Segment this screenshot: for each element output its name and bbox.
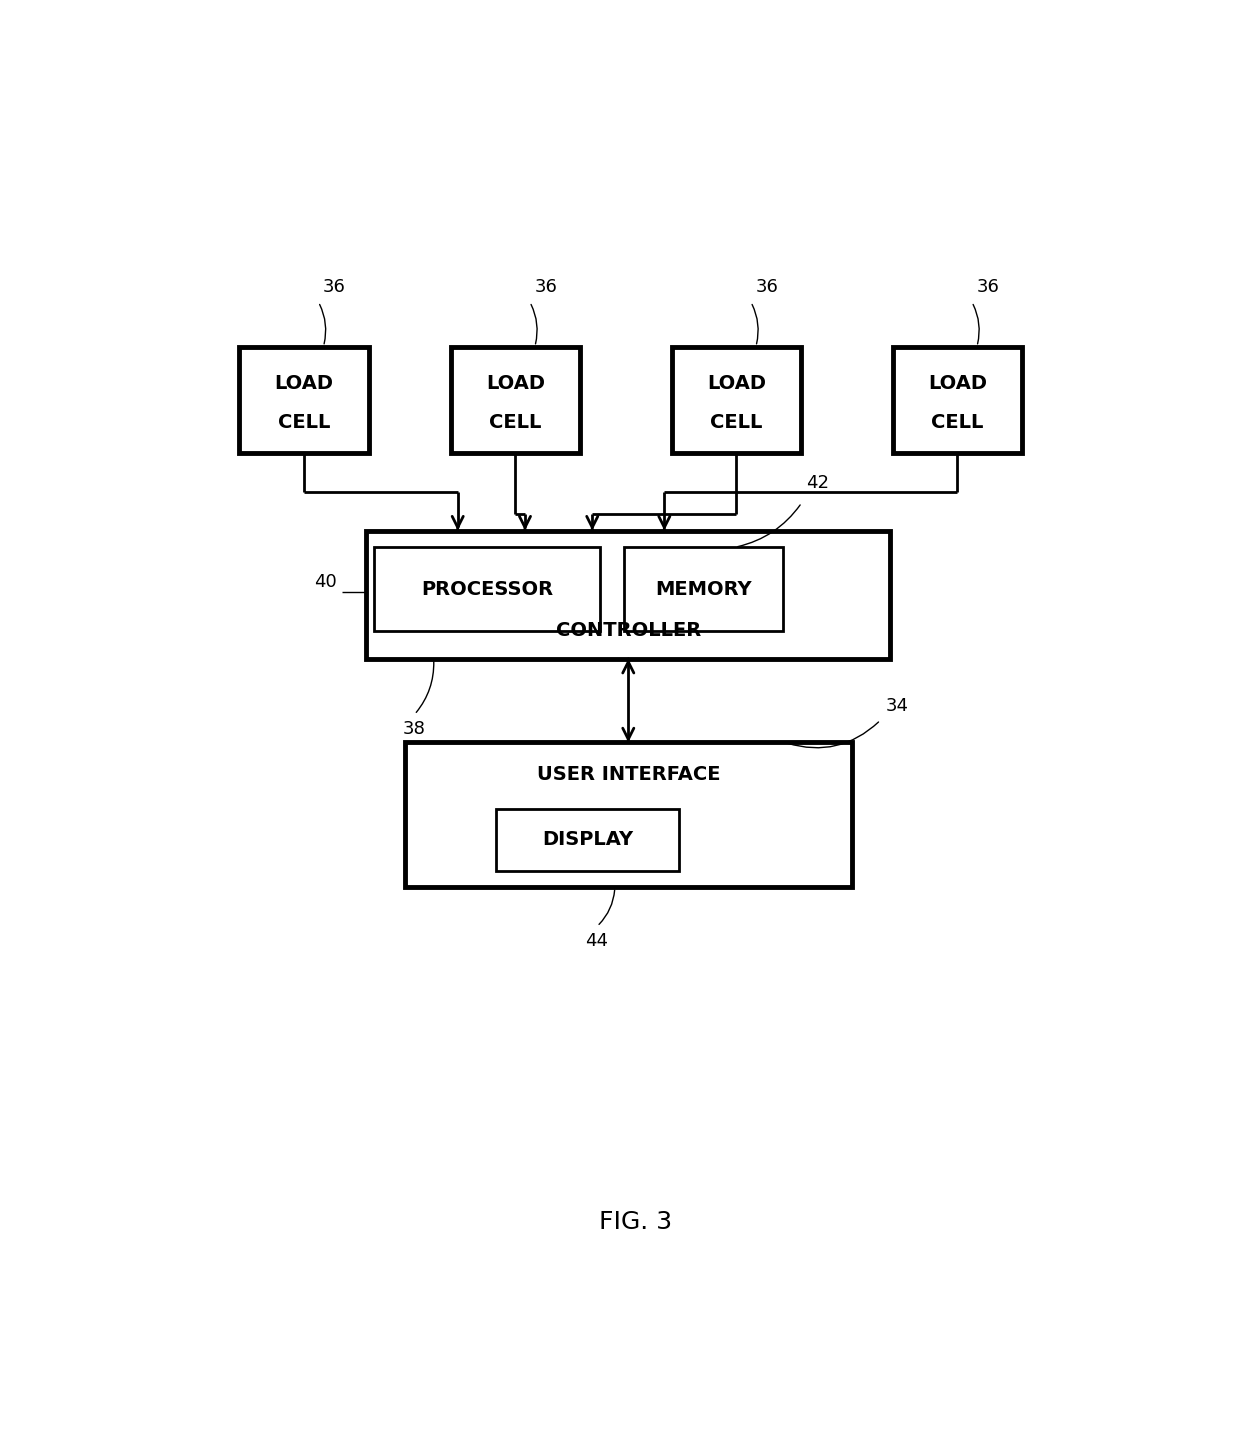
- Text: MEMORY: MEMORY: [655, 579, 751, 598]
- Text: PROCESSOR: PROCESSOR: [420, 579, 553, 598]
- Text: FIG. 3: FIG. 3: [599, 1211, 672, 1234]
- Text: CONTROLLER: CONTROLLER: [556, 621, 701, 640]
- Bar: [624, 547, 782, 631]
- Bar: [672, 346, 801, 452]
- Text: 44: 44: [585, 933, 609, 950]
- Text: 36: 36: [977, 278, 999, 297]
- Text: 36: 36: [534, 278, 558, 297]
- Text: CELL: CELL: [278, 413, 330, 433]
- Text: 36: 36: [755, 278, 779, 297]
- Text: LOAD: LOAD: [274, 374, 334, 394]
- Text: 42: 42: [806, 473, 830, 491]
- Bar: [367, 530, 890, 659]
- Text: 36: 36: [324, 278, 346, 297]
- Text: 38: 38: [403, 720, 425, 738]
- Text: LOAD: LOAD: [486, 374, 544, 394]
- Bar: [450, 346, 580, 452]
- Text: DISPLAY: DISPLAY: [542, 831, 632, 850]
- Bar: [893, 346, 1022, 452]
- Bar: [374, 547, 600, 631]
- Bar: [496, 809, 678, 870]
- Text: LOAD: LOAD: [707, 374, 766, 394]
- Bar: [239, 346, 368, 452]
- Text: CELL: CELL: [931, 413, 983, 433]
- Text: 40: 40: [314, 573, 336, 591]
- Text: CELL: CELL: [711, 413, 763, 433]
- Text: LOAD: LOAD: [928, 374, 987, 394]
- Text: USER INTERFACE: USER INTERFACE: [537, 765, 720, 783]
- Text: 34: 34: [885, 696, 909, 714]
- Bar: [404, 743, 852, 888]
- Text: CELL: CELL: [490, 413, 542, 433]
